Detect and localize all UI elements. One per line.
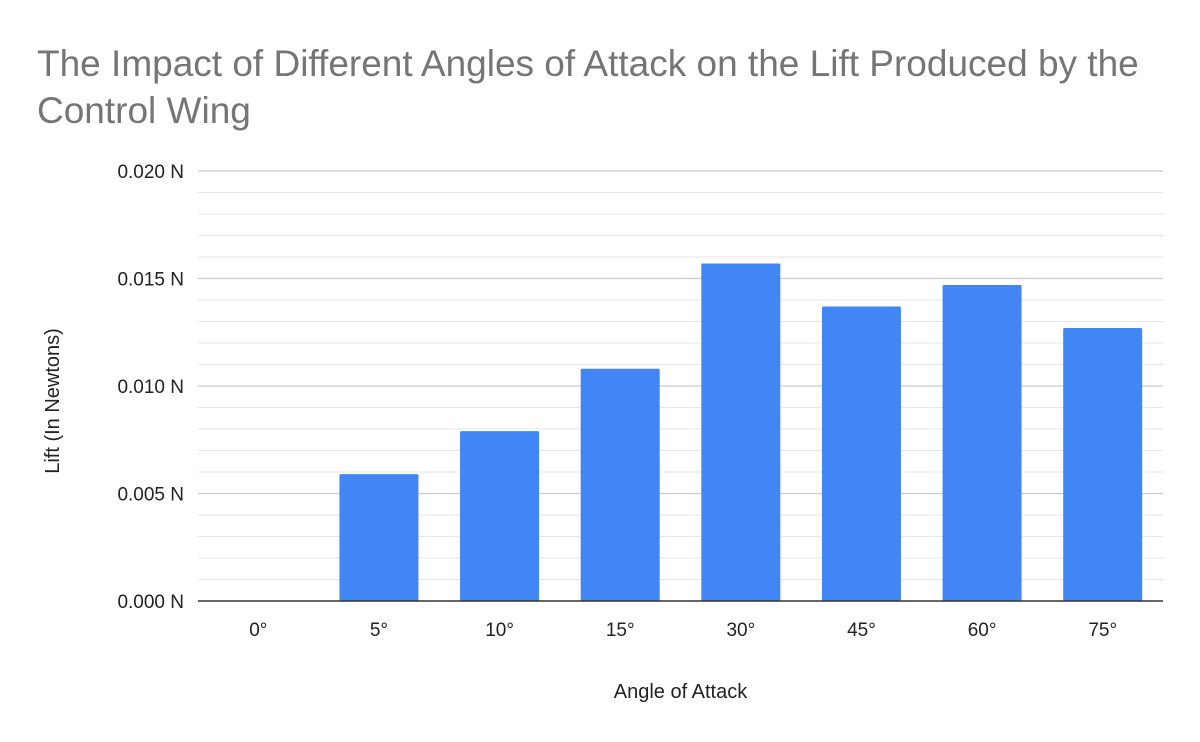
bar — [1063, 327, 1143, 601]
x-tick-label: 60° — [968, 620, 997, 641]
x-tick-label: 75° — [1088, 620, 1117, 641]
x-tick-label: 0° — [249, 620, 267, 641]
bar — [821, 306, 901, 601]
x-tick-label: 5° — [370, 620, 388, 641]
bars — [339, 263, 1143, 601]
chart-title: The Impact of Different Angles of Attack… — [37, 43, 1139, 131]
y-tick-label: 0.010 N — [117, 377, 184, 398]
bar — [580, 368, 660, 601]
y-tick-label: 0.005 N — [117, 485, 184, 506]
x-tick-label: 15° — [606, 620, 635, 641]
y-axis-title: Lift (In Newtons) — [42, 328, 64, 474]
x-tick-label: 30° — [726, 620, 755, 641]
x-tick-label: 10° — [485, 620, 514, 641]
y-axis-ticks: 0.000 N 0.005 N 0.010 N 0.015 N 0.020 N — [117, 162, 184, 613]
bar — [701, 263, 781, 601]
x-axis-title: Angle of Attack — [614, 681, 748, 703]
bar — [942, 284, 1022, 601]
y-tick-label: 0.020 N — [117, 162, 184, 183]
x-tick-label: 45° — [847, 620, 876, 641]
bar — [339, 474, 419, 601]
y-tick-label: 0.015 N — [117, 270, 184, 291]
x-axis-ticks: 0° 5° 10° 15° 30° 45° 60° 75° — [249, 620, 1117, 641]
y-tick-label: 0.000 N — [117, 592, 184, 613]
bar — [460, 431, 540, 601]
